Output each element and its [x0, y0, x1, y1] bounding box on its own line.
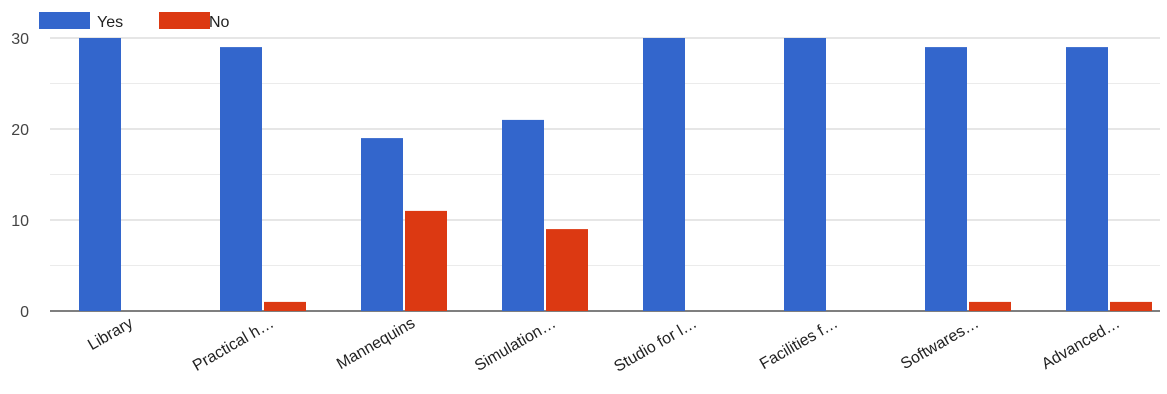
bars	[79, 38, 1152, 312]
y-tick-label: 10	[11, 213, 29, 230]
legend-label-no: No	[209, 14, 230, 31]
bar-yes	[643, 38, 685, 311]
y-tick-label: 30	[11, 31, 29, 48]
bar-yes	[784, 38, 826, 311]
bar-no	[264, 301, 306, 311]
legend-label-yes: Yes	[97, 14, 123, 31]
bar-yes	[361, 138, 403, 311]
y-tick-label: 20	[11, 122, 29, 139]
x-tick-label: Softwares…	[898, 315, 982, 373]
bar-yes	[502, 119, 544, 312]
bar-no	[546, 229, 588, 311]
legend: Yes No	[39, 12, 230, 31]
bar-yes	[220, 47, 262, 311]
x-tick-label: Simulation…	[472, 315, 559, 375]
legend-swatch-yes	[39, 12, 90, 29]
x-tick-label: Facilities f…	[757, 315, 841, 373]
legend-swatch-no	[159, 12, 210, 29]
bar-no	[1110, 301, 1152, 311]
y-tick-label: 0	[20, 304, 29, 321]
bar-no	[405, 210, 447, 311]
x-axis-labels: Library Practical h… Mannequins Simulation……	[85, 315, 1123, 376]
x-tick-label: Mannequins	[334, 315, 418, 373]
y-axis-ticks: 0 10 20 30	[11, 31, 29, 321]
bar-yes	[1066, 47, 1108, 311]
bar-no	[969, 301, 1011, 311]
bar-yes	[925, 47, 967, 311]
x-tick-label: Library	[85, 315, 136, 354]
x-tick-label: Practical h…	[190, 315, 277, 375]
x-tick-label: Advanced…	[1039, 315, 1123, 373]
bar-yes	[79, 38, 121, 311]
x-tick-label: Studio for l…	[611, 315, 700, 376]
gridlines	[50, 37, 1160, 312]
